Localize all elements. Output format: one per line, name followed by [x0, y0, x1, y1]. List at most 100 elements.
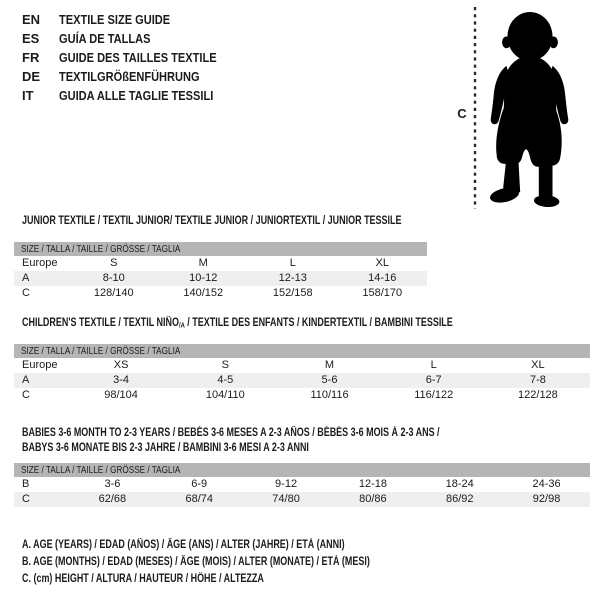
table-cell: 3-6: [104, 478, 121, 490]
footnote-text: B. AGE (MONTHS) / EDAD (MESES) / ÂGE (MO…: [22, 556, 370, 568]
language-title: TEXTILE SIZE GUIDE: [59, 10, 244, 29]
language-code: IT: [22, 88, 34, 103]
table-row: A 8-10 10-12 12-13 14-16: [14, 271, 427, 286]
row-label: C: [22, 389, 30, 401]
table-cell: 98/104: [104, 389, 138, 401]
language-row: ES GUÍA DE TALLAS: [22, 29, 244, 48]
table-cell: 12-18: [358, 478, 387, 490]
table-cell: 10-12: [189, 272, 218, 284]
language-row: DE TEXTILGRÖßENFÜHRUNG: [22, 67, 244, 86]
title-segment: CHILDREN'S TEXTILE / TEXTIL NIÑO: [22, 317, 179, 329]
table-cell: 152/158: [272, 287, 313, 299]
size-table-header: SIZE / TALLA / TAILLE / GRÖSSE / TAGLIA: [14, 242, 427, 256]
table-cell: 68/74: [185, 493, 213, 505]
table-title-line: JUNIOR TEXTILE / TEXTIL JUNIOR/ TEXTILE …: [22, 214, 427, 229]
language-title-text: GUÍA DE TALLAS: [59, 31, 151, 46]
size-table-header-text: SIZE / TALLA / TAILLE / GRÖSSE / TAGLIA: [21, 464, 181, 476]
language-title: TEXTILGRÖßENFÜHRUNG: [59, 67, 244, 86]
language-title-text: TEXTILE SIZE GUIDE: [59, 12, 171, 27]
language-code: DE: [22, 69, 41, 84]
table-cell: M: [324, 359, 335, 371]
language-title: GUÍA DE TALLAS: [59, 29, 244, 48]
table-cell: 5-6: [321, 374, 338, 386]
table-row: C 128/140 140/152 152/158 158/170: [14, 286, 427, 301]
table-cell: 116/122: [414, 389, 454, 401]
table-cell: 8-10: [102, 272, 125, 284]
language-row: FR GUIDE DES TAILLES TEXTILE: [22, 48, 244, 67]
size-table-header-text: SIZE / TALLA / TAILLE / GRÖSSE / TAGLIA: [21, 345, 181, 357]
table-cell: 14-16: [368, 272, 397, 284]
language-title-text: GUIDA ALLE TAGLIE TESSILI: [59, 88, 214, 103]
table-row: A 3-4 4-5 5-6 6-7 7-8: [14, 373, 590, 388]
table-title-line: BABIES 3-6 MONTH TO 2-3 YEARS / BEBÉS 3-…: [22, 426, 590, 441]
table-cell: 4-5: [217, 374, 234, 386]
table-cell: S: [221, 359, 229, 371]
table-title-text: JUNIOR TEXTILE / TEXTIL JUNIOR/ TEXTILE …: [22, 214, 401, 229]
table-row: Europe S M L XL: [14, 256, 427, 271]
footnotes: A. AGE (YEARS) / EDAD (AÑOS) / ÂGE (ANS)…: [22, 537, 468, 588]
table-row: B 3-6 6-9 9-12 12-18 18-24 24-36: [14, 477, 590, 492]
title-segment: JUNIOR TEXTILE / TEXTIL JUNIOR/ TEXTILE …: [22, 215, 402, 227]
size-table-section-0: JUNIOR TEXTILE / TEXTIL JUNIOR/ TEXTILE …: [14, 214, 427, 301]
row-label: A: [22, 374, 30, 386]
language-row: EN TEXTILE SIZE GUIDE: [22, 10, 244, 29]
title-subscript: /A: [178, 320, 185, 330]
table-cell: 62/68: [98, 493, 127, 505]
language-title-text: TEXTILGRÖßENFÜHRUNG: [59, 69, 200, 84]
table-cell: 9-12: [275, 478, 298, 490]
table-title: JUNIOR TEXTILE / TEXTIL JUNIOR/ TEXTILE …: [14, 214, 427, 229]
title-segment: BABIES 3-6 MONTH TO 2-3 YEARS / BEBÉS 3-…: [22, 427, 440, 439]
language-code: FR: [22, 50, 40, 65]
table-cell: 12-13: [278, 272, 307, 284]
title-segment: BABYS 3-6 MONATE BIS 2-3 JAHRE / BAMBINI…: [22, 442, 309, 454]
row-label: C: [22, 287, 30, 299]
table-cell: 140/152: [183, 287, 224, 299]
size-table-header-text: SIZE / TALLA / TAILLE / GRÖSSE / TAGLIA: [21, 243, 181, 255]
table-cell: L: [289, 257, 296, 269]
size-table-header: SIZE / TALLA / TAILLE / GRÖSSE / TAGLIA: [14, 463, 590, 477]
table-cell: XS: [113, 359, 129, 371]
table-cell: 6-9: [191, 478, 208, 490]
language-title: GUIDA ALLE TAGLIE TESSILI: [59, 86, 244, 105]
footnote-line: A. AGE (YEARS) / EDAD (AÑOS) / ÂGE (ANS)…: [22, 537, 468, 554]
language-title: GUIDE DES TAILLES TEXTILE: [59, 48, 244, 67]
table-title-line: BABYS 3-6 MONATE BIS 2-3 JAHRE / BAMBINI…: [22, 441, 590, 456]
table-cell: 86/92: [445, 493, 474, 505]
table-cell: 6-7: [425, 374, 442, 386]
table-cell: 92/98: [532, 493, 561, 505]
table-cell: L: [430, 359, 437, 371]
table-title: BABIES 3-6 MONTH TO 2-3 YEARS / BEBÉS 3-…: [14, 426, 590, 456]
table-cell: 7-8: [529, 374, 546, 386]
baby-silhouette-icon: [490, 11, 569, 208]
language-header: EN TEXTILE SIZE GUIDE ES GUÍA DE TALLAS FR GU…: [22, 10, 244, 105]
table-title-text: BABIES 3-6 MONTH TO 2-3 YEARS / BEBÉS 3-…: [22, 426, 440, 441]
footnote-text: C. (cm) HEIGHT / ALTURA / HAUTEUR / HÖHE…: [22, 573, 264, 585]
table-row: C 98/104 104/110 110/116 116/122 122/128: [14, 388, 590, 403]
table-title-text: CHILDREN'S TEXTILE / TEXTIL NIÑO/A / TEX…: [22, 316, 453, 333]
row-label: A: [22, 272, 30, 284]
table-cell: 24-36: [532, 478, 561, 490]
table-cell: XL: [375, 257, 389, 269]
size-table-section-1: CHILDREN'S TEXTILE / TEXTIL NIÑO/A / TEX…: [14, 316, 590, 403]
size-table-section-2: BABIES 3-6 MONTH TO 2-3 YEARS / BEBÉS 3-…: [14, 426, 590, 507]
table-cell: XL: [531, 359, 545, 371]
footnote-line: C. (cm) HEIGHT / ALTURA / HAUTEUR / HÖHE…: [22, 571, 468, 588]
language-row: IT GUIDA ALLE TAGLIE TESSILI: [22, 86, 244, 105]
table-cell: M: [198, 257, 208, 269]
table-cell: 80/86: [359, 493, 387, 505]
size-table-header: SIZE / TALLA / TAILLE / GRÖSSE / TAGLIA: [14, 344, 590, 358]
size-table: SIZE / TALLA / TAILLE / GRÖSSE / TAGLIA E…: [14, 242, 427, 301]
row-label: Europe: [22, 257, 58, 269]
language-title-text: GUIDE DES TAILLES TEXTILE: [59, 50, 217, 65]
size-table: SIZE / TALLA / TAILLE / GRÖSSE / TAGLIA E…: [14, 344, 590, 403]
table-row: Europe XS S M L XL: [14, 358, 590, 373]
table-title: CHILDREN'S TEXTILE / TEXTIL NIÑO/A / TEX…: [14, 316, 590, 331]
size-table: SIZE / TALLA / TAILLE / GRÖSSE / TAGLIA B…: [14, 463, 590, 507]
table-cell: 3-4: [113, 374, 130, 386]
table-cell: 128/140: [93, 287, 134, 299]
table-row: C 62/68 68/74 74/80 80/86 86/92 92/98: [14, 492, 590, 507]
row-label: B: [22, 478, 30, 490]
table-cell: 18-24: [445, 478, 474, 490]
language-code: EN: [22, 12, 41, 27]
